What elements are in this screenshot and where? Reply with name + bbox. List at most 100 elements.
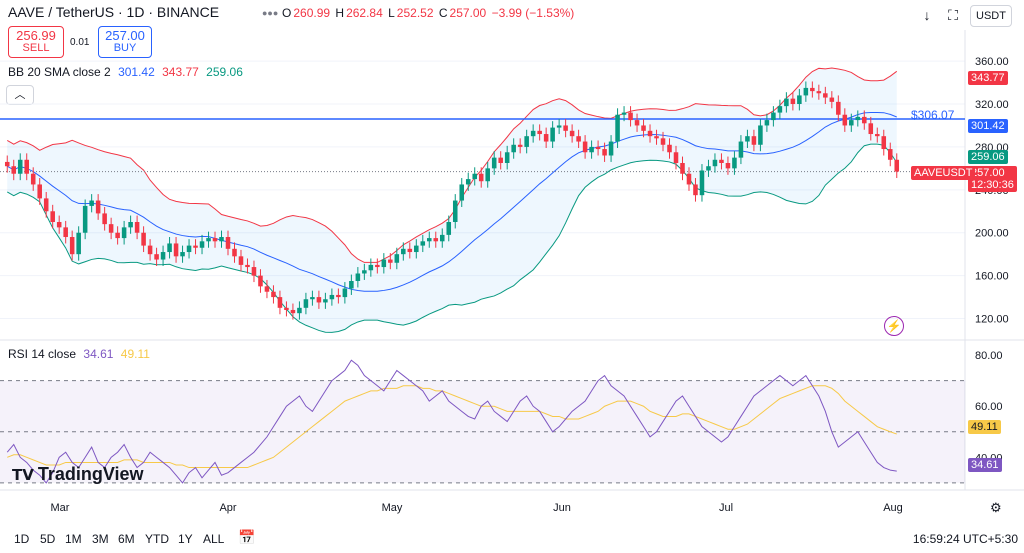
candle-body xyxy=(472,173,477,180)
candle-body xyxy=(537,130,542,135)
sell-button[interactable]: 256.99 SELL xyxy=(8,26,64,58)
candle-body xyxy=(30,173,36,185)
sell-label: SELL xyxy=(22,42,50,54)
candle-body xyxy=(725,163,731,169)
timeframe-1m[interactable]: 1M xyxy=(65,532,82,546)
candle-body xyxy=(349,281,354,289)
candle-body xyxy=(381,259,387,268)
timeframe-3m[interactable]: 3M xyxy=(92,532,109,546)
candle-body xyxy=(167,243,172,253)
candle-body xyxy=(758,125,763,145)
candle-body xyxy=(517,144,523,147)
calendar-icon[interactable]: 📅 xyxy=(238,529,256,545)
timeframe-5d[interactable]: 5D xyxy=(40,532,56,546)
candle-body xyxy=(608,141,614,156)
candle-body xyxy=(881,136,887,150)
upper-band-label: 343.77 xyxy=(968,71,1008,85)
high-label: H xyxy=(335,6,345,20)
settings-icon[interactable]: ⚙ xyxy=(990,500,1002,515)
bollinger-upper-line xyxy=(6,67,898,263)
candle-body xyxy=(894,159,900,172)
timeframe-1y[interactable]: 1Y xyxy=(178,532,193,546)
candle-body xyxy=(530,130,536,137)
candle-body xyxy=(329,294,335,300)
symbol-label: AAVEUSDT xyxy=(911,166,976,180)
candle-body xyxy=(193,245,198,248)
candle-body xyxy=(582,141,588,153)
candle-body xyxy=(771,112,776,121)
candle-body xyxy=(206,238,211,242)
candle-body xyxy=(271,291,276,298)
timeframe-all[interactable]: ALL xyxy=(203,532,225,546)
buy-button[interactable]: 257.00 BUY xyxy=(98,26,152,58)
bb-upper-value: 343.77 xyxy=(162,65,199,79)
candle-body xyxy=(43,198,49,212)
rsi-legend[interactable]: RSI 14 close 34.61 49.11 xyxy=(8,347,150,361)
buy-price: 257.00 xyxy=(105,28,145,43)
horizontal-line-label[interactable]: $306.07 xyxy=(911,108,955,122)
candle-body xyxy=(660,138,666,145)
currency-selector[interactable]: USDT xyxy=(970,5,1012,27)
candle-body xyxy=(485,168,490,182)
rsi-ma-label: 49.11 xyxy=(968,420,1001,434)
candle-body xyxy=(277,297,283,308)
symbol-header[interactable]: AAVE / TetherUS · 1D · BINANCE xyxy=(8,4,219,20)
candle-body xyxy=(465,179,471,185)
rsi-label: 34.61 xyxy=(968,458,1002,472)
candle-body xyxy=(602,149,607,156)
candle-body xyxy=(251,267,257,276)
ohlc-readout: O 260.99 H 262.84 L 252.52 C 257.00 −3.99 (−… xyxy=(282,6,576,20)
candle-body xyxy=(550,127,555,142)
candle-body xyxy=(141,232,146,246)
candle-body xyxy=(212,238,218,242)
candle-body xyxy=(849,120,854,126)
candle-body xyxy=(654,136,659,139)
candle-body xyxy=(693,184,698,196)
candle-body xyxy=(342,288,348,298)
rsi-tick-label: 60.00 xyxy=(975,401,1003,413)
candle-body xyxy=(628,112,633,121)
close-label: C xyxy=(438,6,448,20)
candle-body xyxy=(128,222,133,228)
candle-body xyxy=(264,286,270,292)
timeframe-1d[interactable]: 1D xyxy=(14,532,30,546)
lightning-icon[interactable]: ⚡ xyxy=(884,316,904,336)
rsi-line xyxy=(6,359,897,484)
candle-body xyxy=(641,125,646,131)
open-value: 260.99 xyxy=(293,6,331,20)
fullscreen-icon[interactable]: ⛶ xyxy=(948,7,958,23)
month-label: Apr xyxy=(219,502,236,514)
candle-body xyxy=(173,243,179,257)
candle-body xyxy=(686,173,692,185)
bb-legend[interactable]: BB 20 SMA close 2 301.42 343.77 259.06 xyxy=(8,65,243,79)
symbol-title[interactable]: AAVE / TetherUS · 1D · BINANCE xyxy=(8,4,220,20)
candle-body xyxy=(63,227,68,238)
candle-body xyxy=(160,252,166,260)
last-price-label: 257.00 12:30:36 xyxy=(968,166,1017,192)
candle-body xyxy=(388,259,393,263)
bollinger-basis-line xyxy=(6,111,897,292)
more-icon[interactable]: ●●● xyxy=(262,8,279,18)
candle-body xyxy=(777,106,783,113)
candle-body xyxy=(290,309,296,314)
timeframe-6m[interactable]: 6M xyxy=(118,532,135,546)
download-icon[interactable]: ↓ xyxy=(923,7,931,23)
bollinger-fill xyxy=(7,68,897,333)
candle-body xyxy=(316,297,322,303)
candle-body xyxy=(310,297,315,300)
chevron-up-icon: ︿ xyxy=(14,89,26,101)
candle-body xyxy=(680,163,685,174)
candle-body xyxy=(790,98,796,104)
candle-body xyxy=(303,299,309,308)
spread-value: 0.01 xyxy=(70,37,90,48)
candle-body xyxy=(147,245,153,255)
timeframe-ytd[interactable]: YTD xyxy=(145,532,169,546)
candle-body xyxy=(875,134,880,137)
candle-body xyxy=(17,159,23,174)
candle-body xyxy=(511,144,516,153)
candle-body xyxy=(887,149,893,160)
candle-body xyxy=(706,166,711,171)
clock[interactable]: 16:59:24 UTC+5:30 xyxy=(912,532,1018,546)
candle-body xyxy=(836,101,841,115)
